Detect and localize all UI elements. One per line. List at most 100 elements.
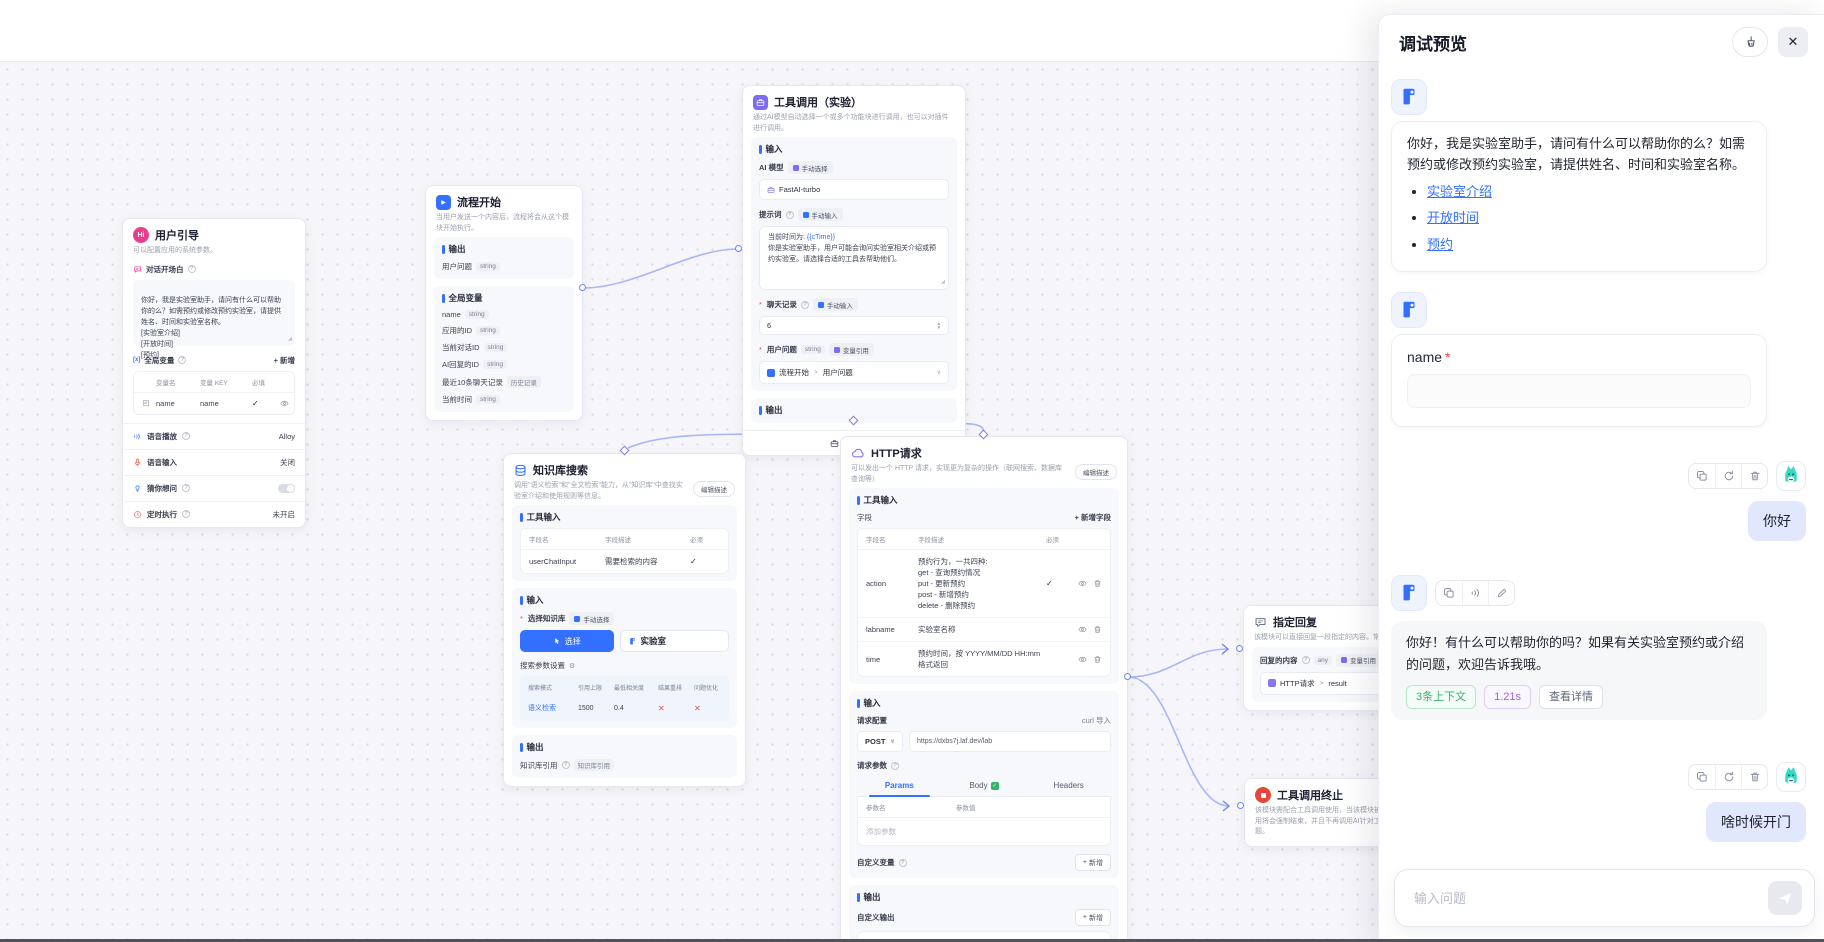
history-count-stepper[interactable]: 6 ▲ ▼ bbox=[759, 316, 949, 335]
node-user-guide[interactable]: Hi 用户引导 可以配置应用的系统参数。 对话开场白 ? 你好，我是实验室助手，… bbox=[122, 218, 306, 528]
help-icon[interactable]: ? bbox=[182, 510, 190, 518]
http-output-port[interactable] bbox=[1124, 673, 1131, 680]
curl-import-button[interactable]: curl 导入 bbox=[1081, 716, 1111, 725]
add-field-button[interactable]: + 新增字段 bbox=[1074, 513, 1111, 522]
url-input[interactable]: https://dxbs7j.laf.dev/lab bbox=[909, 731, 1111, 752]
reply-input-port[interactable] bbox=[1236, 645, 1243, 652]
type-badge: string bbox=[476, 395, 500, 404]
link-booking[interactable]: 预约 bbox=[1427, 236, 1454, 252]
node-flow-start[interactable]: ▶ 流程开始 当用户发送一个内容后，流程将会从这个模块开始执行。 输出 用户问题… bbox=[425, 185, 583, 421]
kb-select-button[interactable]: 选择 bbox=[520, 630, 614, 652]
context-count-badge[interactable]: 3条上下文 bbox=[1406, 685, 1477, 710]
help-icon[interactable]: ? bbox=[898, 858, 907, 867]
col-required: 必填 bbox=[252, 379, 265, 387]
clear-history-button[interactable] bbox=[1732, 27, 1768, 57]
latency-badge[interactable]: 1.21s bbox=[1484, 685, 1532, 710]
help-icon[interactable]: ? bbox=[178, 356, 187, 364]
mic-icon bbox=[133, 458, 142, 467]
var-ref-badge[interactable]: 变量引用 bbox=[828, 343, 874, 356]
help-icon[interactable]: ? bbox=[1301, 656, 1310, 664]
var-ref-badge[interactable]: 变量引用 bbox=[1335, 653, 1381, 667]
bot-message-greeting: 你好，我是实验室助手，请问有什么可以帮助你的么？如需预约或修改预约实验室，请提供… bbox=[1391, 121, 1767, 273]
question-field: 用户问题 bbox=[822, 368, 853, 377]
type-badge: string bbox=[476, 262, 500, 271]
edit-field-icon[interactable] bbox=[1078, 655, 1087, 664]
kb-dataset-card[interactable]: 实验室 bbox=[619, 630, 729, 652]
manual-select-badge[interactable]: 手动选择 bbox=[569, 612, 615, 625]
gear-icon[interactable]: ⚙ bbox=[569, 662, 576, 670]
delete-field-icon[interactable] bbox=[1093, 625, 1102, 634]
retry-icon[interactable] bbox=[1715, 765, 1741, 790]
help-icon[interactable]: ? bbox=[182, 484, 190, 492]
read-aloud-icon[interactable] bbox=[1462, 581, 1488, 606]
copy-icon[interactable] bbox=[1689, 464, 1715, 488]
copy-icon[interactable] bbox=[1689, 765, 1715, 789]
tab-params[interactable]: Params bbox=[857, 777, 942, 797]
help-icon[interactable]: ? bbox=[800, 300, 809, 309]
name-field[interactable] bbox=[1407, 374, 1751, 409]
edit-icon[interactable] bbox=[1488, 581, 1514, 606]
question-input[interactable] bbox=[1414, 890, 1768, 906]
add-variable-button[interactable]: + 新增 bbox=[273, 355, 295, 365]
link-lab-intro[interactable]: 实验室介绍 bbox=[1427, 183, 1493, 199]
node-tool-call[interactable]: 工具调用（实验） 通过AI模型自动选择一个或多个功能块进行调用，也可以对插件进行… bbox=[742, 85, 966, 456]
prompt-textarea[interactable]: 当前时间为: {{cTime}} 你是实验室助手，用户可能会询问实验室相关介绍或… bbox=[759, 226, 949, 290]
node-title: 工具调用终止 bbox=[1277, 790, 1343, 802]
manual-input-badge[interactable]: 手动输入 bbox=[797, 208, 843, 221]
manual-input-badge[interactable]: 手动输入 bbox=[812, 298, 858, 311]
history-label: 聊天记录 bbox=[766, 300, 797, 309]
guess-toggle[interactable] bbox=[278, 483, 295, 493]
opening-textarea[interactable]: 你好，我是实验室助手，请问有什么可以帮助你的么？如需预约或修改预约实验室，请提供… bbox=[133, 279, 295, 359]
stepper-arrows[interactable]: ▲ ▼ bbox=[936, 320, 941, 330]
gv-row-label: 当前时间 bbox=[442, 395, 472, 404]
tool-call-input-port[interactable] bbox=[735, 245, 742, 252]
guess-question-row[interactable]: 猜你想问 ? bbox=[123, 474, 305, 501]
resize-handle-icon[interactable]: ◢ bbox=[288, 335, 292, 342]
min-score: 0.4 bbox=[614, 704, 624, 712]
kb-search-icon bbox=[514, 464, 527, 477]
help-icon[interactable]: ? bbox=[182, 432, 190, 440]
add-custom-output-button[interactable]: + 新增 bbox=[1074, 909, 1111, 926]
node-kb-search[interactable]: 知识库搜索 调用"语义检索"和"全文检索"能力，从"知识库"中查找实验室介绍和使… bbox=[503, 453, 746, 787]
tool-stop-icon bbox=[1255, 787, 1271, 803]
method-select[interactable]: POST ∨ bbox=[857, 731, 903, 752]
resize-handle-icon[interactable]: ◢ bbox=[941, 279, 945, 286]
model-select[interactable]: FastAI-turbo bbox=[759, 179, 949, 200]
tab-headers[interactable]: Headers bbox=[1053, 781, 1084, 790]
delete-field-icon[interactable] bbox=[1093, 579, 1102, 588]
flow-start-output-port[interactable] bbox=[579, 284, 586, 291]
voice-input-row[interactable]: 语音输入 关闭 bbox=[123, 448, 305, 475]
edit-variable-icon[interactable] bbox=[280, 399, 289, 408]
schedule-row[interactable]: 定时执行 ? 未开启 bbox=[123, 500, 305, 527]
help-icon[interactable]: ? bbox=[891, 761, 899, 770]
voice-play-row[interactable]: 语音播放 ? Alloy bbox=[123, 422, 305, 449]
send-button[interactable] bbox=[1768, 881, 1802, 915]
close-panel-button[interactable]: ✕ bbox=[1778, 27, 1808, 57]
help-icon[interactable]: ? bbox=[187, 265, 196, 273]
edit-description-button[interactable]: 编辑描述 bbox=[693, 481, 735, 497]
copy-icon[interactable] bbox=[1436, 581, 1462, 605]
node-http-request[interactable]: HTTP请求 可以发出一个 HTTP 请求，实现更为复杂的操作（联网搜索、数据库… bbox=[840, 436, 1128, 942]
retry-icon[interactable] bbox=[1715, 464, 1741, 489]
view-details-button[interactable]: 查看详情 bbox=[1539, 685, 1604, 710]
help-icon[interactable]: ? bbox=[561, 761, 570, 769]
node-title: 工具调用（实验） bbox=[774, 97, 862, 109]
delete-icon[interactable] bbox=[1741, 464, 1767, 489]
delete-field-icon[interactable] bbox=[1093, 655, 1102, 664]
edit-field-icon[interactable] bbox=[1078, 625, 1087, 634]
tool-stop-input-port[interactable] bbox=[1237, 802, 1244, 809]
tab-body[interactable]: Body ✓ bbox=[969, 781, 999, 790]
add-custom-var-button[interactable]: + 新增 bbox=[1074, 854, 1111, 871]
reply-field: result bbox=[1328, 678, 1347, 688]
edit-description-button[interactable]: 编辑描述 bbox=[1075, 464, 1117, 480]
delete-icon[interactable] bbox=[1741, 765, 1767, 790]
help-icon[interactable]: ? bbox=[785, 210, 794, 219]
add-param-row[interactable]: 添加参数 bbox=[866, 827, 896, 836]
citation-limit: 1500 bbox=[578, 704, 594, 712]
question-source-select[interactable]: 流程开始 > 用户问题 ∨ bbox=[759, 361, 949, 384]
manual-select-badge[interactable]: 手动选择 bbox=[787, 161, 833, 174]
link-open-hours[interactable]: 开放时间 bbox=[1427, 210, 1480, 226]
custom-output-label: 自定义输出 bbox=[857, 913, 895, 922]
edit-field-icon[interactable] bbox=[1078, 579, 1087, 588]
